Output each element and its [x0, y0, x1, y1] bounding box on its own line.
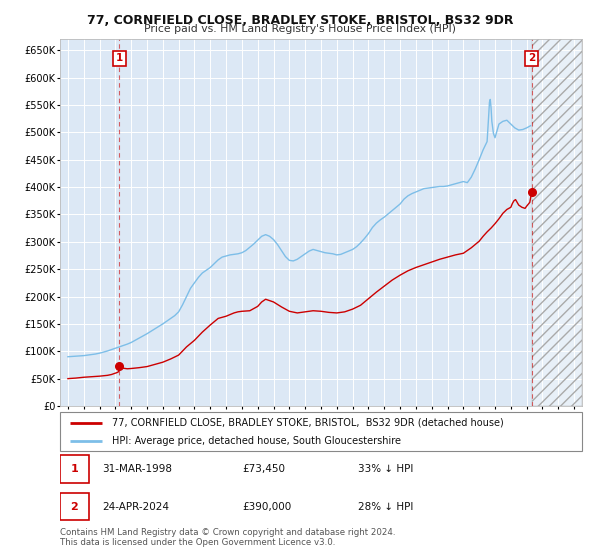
FancyBboxPatch shape — [60, 455, 89, 483]
FancyBboxPatch shape — [60, 493, 89, 520]
Text: 77, CORNFIELD CLOSE, BRADLEY STOKE, BRISTOL, BS32 9DR: 77, CORNFIELD CLOSE, BRADLEY STOKE, BRIS… — [87, 14, 513, 27]
Text: 77, CORNFIELD CLOSE, BRADLEY STOKE, BRISTOL,  BS32 9DR (detached house): 77, CORNFIELD CLOSE, BRADLEY STOKE, BRIS… — [112, 418, 504, 428]
Text: 28% ↓ HPI: 28% ↓ HPI — [358, 502, 413, 511]
Text: 1: 1 — [70, 464, 78, 474]
Text: 31-MAR-1998: 31-MAR-1998 — [102, 464, 172, 474]
Text: £73,450: £73,450 — [242, 464, 286, 474]
Text: 2: 2 — [528, 53, 535, 63]
Text: 24-APR-2024: 24-APR-2024 — [102, 502, 169, 511]
Text: This data is licensed under the Open Government Licence v3.0.: This data is licensed under the Open Gov… — [60, 538, 335, 547]
Text: Price paid vs. HM Land Registry's House Price Index (HPI): Price paid vs. HM Land Registry's House … — [144, 24, 456, 34]
Text: 1: 1 — [116, 53, 123, 63]
Text: Contains HM Land Registry data © Crown copyright and database right 2024.: Contains HM Land Registry data © Crown c… — [60, 528, 395, 536]
Text: £390,000: £390,000 — [242, 502, 292, 511]
FancyBboxPatch shape — [60, 412, 582, 451]
Text: 33% ↓ HPI: 33% ↓ HPI — [358, 464, 413, 474]
Text: 2: 2 — [70, 502, 78, 511]
Text: HPI: Average price, detached house, South Gloucestershire: HPI: Average price, detached house, Sout… — [112, 436, 401, 446]
